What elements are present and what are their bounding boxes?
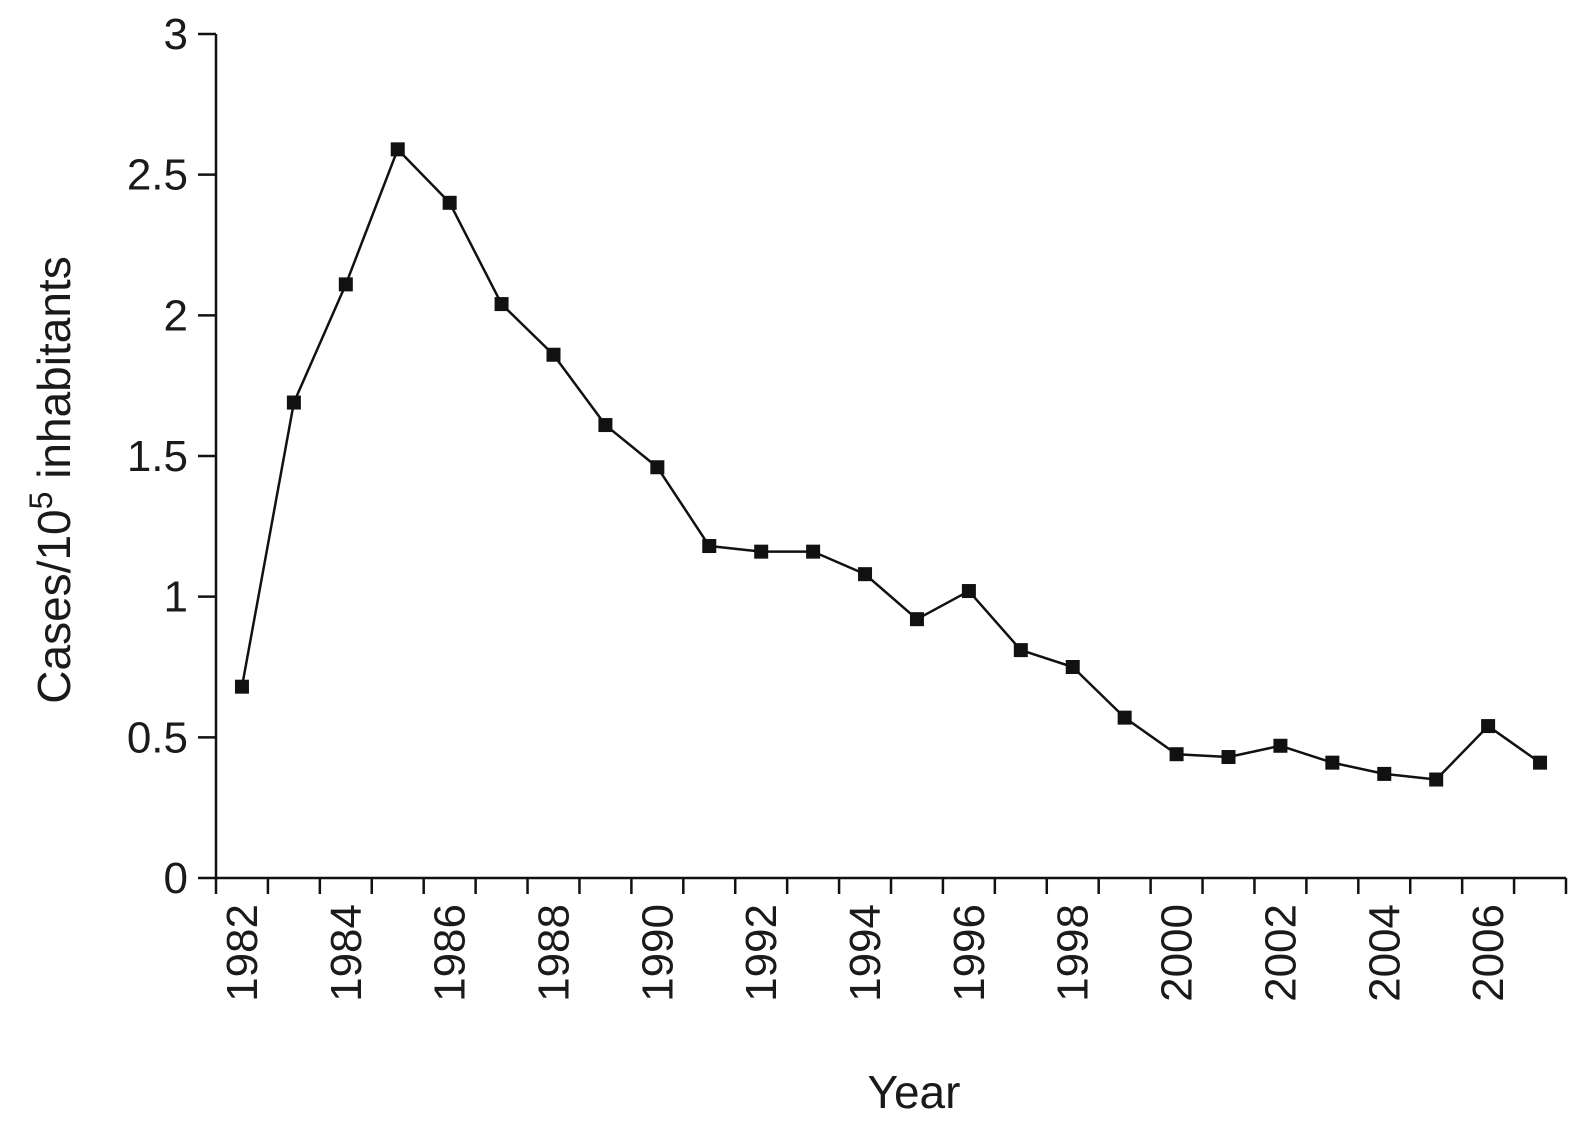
y-axis-title-suffix: inhabitants (28, 256, 80, 491)
data-point-marker (1221, 750, 1236, 765)
x-axis-title: Year (868, 1066, 961, 1118)
x-tick-label: 2000 (1153, 904, 1202, 1002)
data-point-marker (1117, 710, 1132, 725)
data-point-marker (1533, 755, 1548, 770)
data-point-marker (650, 460, 665, 475)
data-point-marker (909, 612, 924, 627)
y-tick-label: 2.5 (127, 151, 188, 200)
data-point-marker (754, 544, 769, 559)
x-tick-label: 1988 (530, 904, 579, 1002)
x-tick-label: 2004 (1360, 904, 1409, 1002)
x-tick-label: 1992 (737, 904, 786, 1002)
data-point-marker (806, 544, 821, 559)
data-point-marker (1065, 660, 1080, 674)
x-tick-label: 1986 (426, 904, 475, 1002)
x-tick-label: 1984 (322, 904, 371, 1002)
data-point-marker (338, 277, 353, 292)
x-tick-label: 1996 (945, 904, 994, 1002)
data-point-marker (442, 195, 457, 210)
data-point-marker (1377, 766, 1392, 781)
x-tick-label: 1982 (218, 904, 267, 1002)
y-tick-label: 0.5 (127, 713, 188, 762)
x-tick-label: 1998 (1049, 904, 1098, 1002)
y-axis-title-superscript: 5 (23, 492, 59, 510)
data-point-marker (598, 418, 613, 433)
y-axis-title: Cases/105 inhabitants (23, 256, 80, 703)
x-tick-label: 2006 (1464, 904, 1513, 1002)
data-point-marker (1169, 747, 1184, 762)
data-point-marker (1325, 755, 1340, 770)
series-line (240, 148, 1541, 781)
data-point-marker (1273, 738, 1288, 753)
y-tick-label: 1 (164, 573, 188, 622)
x-tick-label: 2002 (1256, 904, 1305, 1002)
data-point-marker (1013, 643, 1028, 658)
data-point-marker (702, 539, 717, 554)
data-point-marker (494, 297, 509, 312)
data-point-marker (1429, 772, 1444, 787)
data-point-marker (286, 395, 301, 410)
data-point-marker (234, 679, 249, 694)
y-tick-label: 0 (164, 854, 188, 903)
y-tick-label: 2 (164, 291, 188, 340)
data-point-marker (390, 142, 405, 157)
y-tick-label: 3 (164, 10, 188, 59)
data-point-marker (1481, 719, 1496, 734)
x-tick-label: 1994 (841, 904, 890, 1002)
data-point-marker (546, 347, 561, 362)
data-point-marker (858, 567, 873, 582)
x-tick-label: 1990 (633, 904, 682, 1002)
x-axis: 1982 1984 1986 1988 1990 1992 1994 1996 1998 2000… (214, 876, 1568, 1002)
data-series (234, 142, 1548, 787)
y-tick-label: 1.5 (127, 432, 188, 481)
y-axis: 0 0.5 1 1.5 2 2.5 3 (127, 10, 218, 903)
data-point-marker (961, 584, 976, 599)
y-axis-title-prefix: Cases/10 (28, 509, 80, 703)
